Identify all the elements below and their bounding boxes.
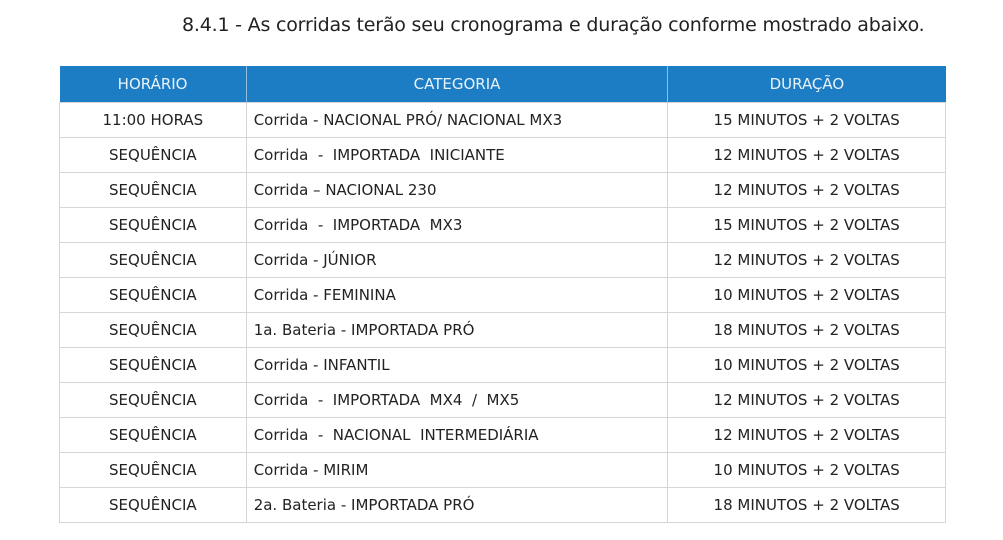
cell-horario: SEQUÊNCIA: [59, 347, 247, 383]
table-row: SEQUÊNCIA Corrida – NACIONAL 230 12 MINUTO…: [59, 172, 946, 208]
cell-categoria: 1a. Bateria - IMPORTADA PRÓ: [245, 312, 669, 348]
cell-duracao: 12 MINUTOS + 2 VOLTAS: [667, 172, 946, 208]
cell-duracao: 15 MINUTOS + 2 VOLTAS: [667, 102, 946, 138]
cell-horario: SEQUÊNCIA: [59, 172, 247, 208]
cell-categoria: Corrida - NACIONAL PRÓ/ NACIONAL MX3: [245, 102, 669, 138]
cell-horario: 11:00 HORAS: [59, 102, 247, 138]
cell-horario: SEQUÊNCIA: [59, 417, 247, 453]
header-horario: HORÁRIO: [59, 66, 247, 103]
cell-categoria: Corrida – NACIONAL 230: [245, 172, 669, 208]
cell-categoria: 2a. Bateria - IMPORTADA PRÓ: [245, 487, 669, 523]
cell-horario: SEQUÊNCIA: [59, 382, 247, 418]
cell-horario: SEQUÊNCIA: [59, 137, 247, 173]
cell-duracao: 15 MINUTOS + 2 VOLTAS: [667, 207, 946, 243]
header-duracao: DURAÇÃO: [667, 66, 946, 103]
table-row: SEQUÊNCIA Corrida - MIRIM 10 MINUTOS + 2 V…: [59, 452, 946, 488]
cell-categoria: Corrida - INFANTIL: [245, 347, 669, 383]
cell-horario: SEQUÊNCIA: [59, 207, 247, 243]
table-row: SEQUÊNCIA Corrida - IMPORTADA INICIANTE 12…: [59, 137, 946, 173]
cell-horario: SEQUÊNCIA: [59, 312, 247, 348]
cell-duracao: 12 MINUTOS + 2 VOLTAS: [667, 382, 946, 418]
table-row: SEQUÊNCIA Corrida - IMPORTADA MX4 / MX5 12…: [59, 382, 946, 418]
cell-horario: SEQUÊNCIA: [59, 277, 247, 313]
cell-horario: SEQUÊNCIA: [59, 242, 247, 278]
cell-duracao: 10 MINUTOS + 2 VOLTAS: [667, 347, 946, 383]
cell-horario: SEQUÊNCIA: [59, 452, 247, 488]
cell-categoria: Corrida - FEMININA: [245, 277, 669, 313]
cell-duracao: 18 MINUTOS + 2 VOLTAS: [667, 312, 946, 348]
cell-categoria: Corrida - NACIONAL INTERMEDIÁRIA: [245, 417, 669, 453]
cell-duracao: 10 MINUTOS + 2 VOLTAS: [667, 277, 946, 313]
table-row: SEQUÊNCIA Corrida - IMPORTADA MX3 15 MINUT…: [59, 207, 946, 243]
table-row: SEQUÊNCIA Corrida - INFANTIL 10 MINUTOS + …: [59, 347, 946, 383]
table-header-row: HORÁRIO CATEGORIA DURAÇÃO: [59, 66, 946, 103]
cell-categoria: Corrida - JÚNIOR: [245, 242, 669, 278]
cell-duracao: 12 MINUTOS + 2 VOLTAS: [667, 137, 946, 173]
table-row: SEQUÊNCIA Corrida - JÚNIOR 12 MINUTOS + 2 …: [59, 242, 946, 278]
cell-categoria: Corrida - MIRIM: [245, 452, 669, 488]
schedule-table: HORÁRIO CATEGORIA DURAÇÃO 11:00 HORAS Cor…: [59, 66, 946, 523]
cell-categoria: Corrida - IMPORTADA INICIANTE: [245, 137, 669, 173]
table-row: 11:00 HORAS Corrida - NACIONAL PRÓ/ NACIO…: [59, 102, 946, 138]
section-heading: 8.4.1 - As corridas terão seu cronograma…: [182, 14, 925, 36]
cell-duracao: 12 MINUTOS + 2 VOLTAS: [667, 242, 946, 278]
cell-categoria: Corrida - IMPORTADA MX3: [245, 207, 669, 243]
table-row: SEQUÊNCIA 2a. Bateria - IMPORTADA PRÓ 18 M…: [59, 487, 946, 523]
table-row: SEQUÊNCIA Corrida - NACIONAL INTERMEDIÁRI…: [59, 417, 946, 453]
cell-categoria: Corrida - IMPORTADA MX4 / MX5: [245, 382, 669, 418]
table-row: SEQUÊNCIA Corrida - FEMININA 10 MINUTOS + …: [59, 277, 946, 313]
cell-horario: SEQUÊNCIA: [59, 487, 247, 523]
cell-duracao: 18 MINUTOS + 2 VOLTAS: [667, 487, 946, 523]
cell-duracao: 10 MINUTOS + 2 VOLTAS: [667, 452, 946, 488]
cell-duracao: 12 MINUTOS + 2 VOLTAS: [667, 417, 946, 453]
header-categoria: CATEGORIA: [246, 66, 669, 103]
table-row: SEQUÊNCIA 1a. Bateria - IMPORTADA PRÓ 18 M…: [59, 312, 946, 348]
